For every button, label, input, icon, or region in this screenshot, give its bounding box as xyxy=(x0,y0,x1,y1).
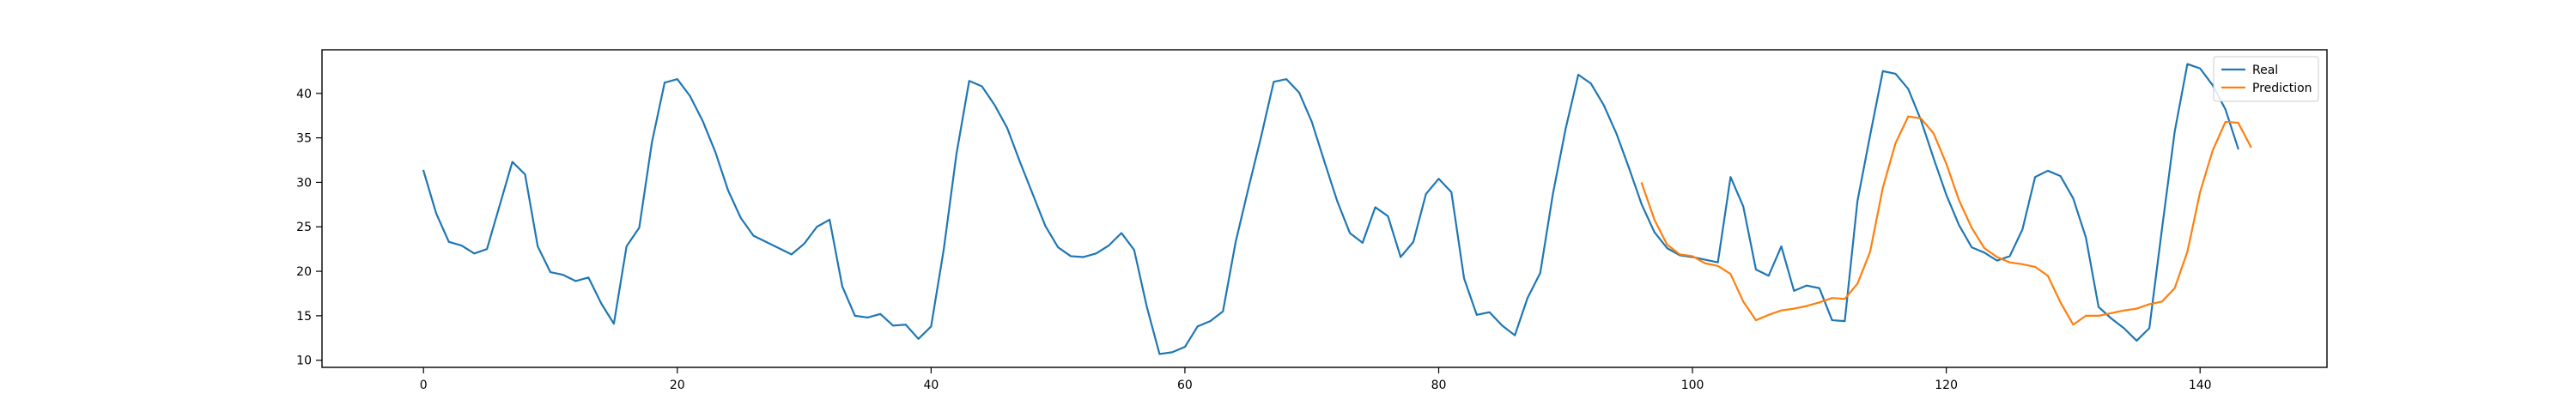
axes-layer: 0 20 40 60 80 100 120 140 10 15 20 25 30 35 40 xyxy=(296,49,2328,392)
plot-frame xyxy=(321,49,2328,368)
legend-label-real: Real xyxy=(2252,64,2278,77)
y-tick-label: 20 xyxy=(296,265,312,279)
x-tick-label: 60 xyxy=(1177,379,1193,392)
x-tick-label: 0 xyxy=(420,379,428,392)
y-tick-label: 25 xyxy=(296,221,312,234)
x-tick-label: 100 xyxy=(1681,379,1704,392)
y-tick-label: 15 xyxy=(296,310,312,324)
series-line-real xyxy=(422,63,2239,355)
x-tick-label: 20 xyxy=(670,379,685,392)
y-tick-label: 10 xyxy=(296,354,312,368)
plot-background xyxy=(322,50,2327,367)
plot-area xyxy=(322,50,2327,367)
y-tick-label: 30 xyxy=(296,176,312,190)
y-tick-label: 40 xyxy=(296,88,312,101)
series-layer xyxy=(422,63,2252,355)
legend-box xyxy=(2213,56,2319,102)
legend: Real Prediction xyxy=(2213,56,2319,102)
x-tick-label: 140 xyxy=(2189,379,2212,392)
x-tick-label: 80 xyxy=(1431,379,1447,392)
series-line-prediction xyxy=(1640,115,2252,326)
legend-label-prediction: Prediction xyxy=(2252,82,2312,95)
y-tick-label: 35 xyxy=(296,132,312,146)
x-tick-label: 40 xyxy=(923,379,939,392)
x-tick-label: 120 xyxy=(1935,379,1958,392)
